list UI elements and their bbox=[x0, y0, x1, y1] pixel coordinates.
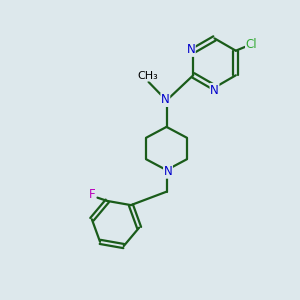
Text: N: N bbox=[161, 93, 170, 106]
Text: N: N bbox=[164, 165, 172, 178]
Text: Cl: Cl bbox=[246, 38, 257, 51]
Text: CH₃: CH₃ bbox=[137, 71, 158, 81]
Text: N: N bbox=[186, 43, 195, 56]
Text: N: N bbox=[210, 83, 219, 97]
Text: F: F bbox=[89, 188, 96, 201]
